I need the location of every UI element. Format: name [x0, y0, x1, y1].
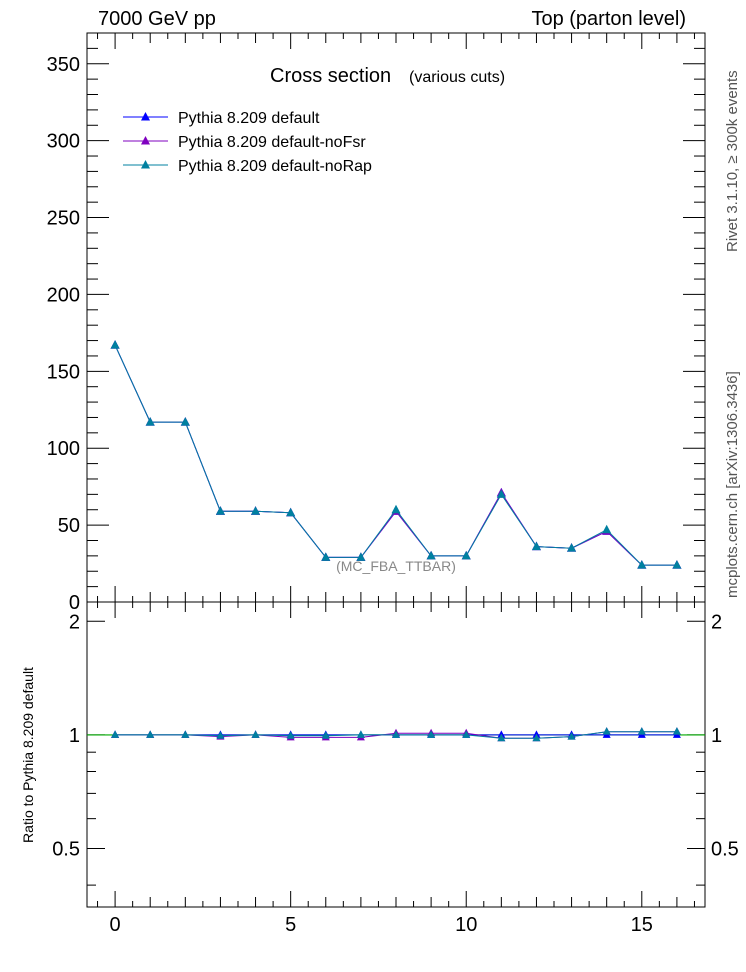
ratio-point-noRap [672, 727, 681, 735]
x-tick-label: 5 [285, 914, 296, 936]
data-point-noRap [531, 541, 541, 551]
x-tick-label: 0 [110, 914, 121, 936]
ratio-point-noRap [637, 727, 646, 735]
ratio-y-tick-label-right: 2 [711, 611, 722, 633]
data-point-noRap [461, 550, 471, 560]
ratio-plot: 0.5 0.5 1 1 2 2 0 5 10 15 [52, 601, 739, 936]
ratio-point-noRap [532, 733, 541, 742]
data-point-noRap [251, 506, 261, 515]
ratio-y-tick-label: 1 [69, 725, 80, 747]
ratio-y-tick-label-right: 0.5 [711, 839, 739, 861]
y-tick-label: 300 [47, 131, 80, 153]
data-point-noRap [321, 552, 331, 561]
ratio-y-tick-label-right: 1 [711, 725, 722, 747]
ratio-point-noRap [567, 732, 576, 740]
analysis-label: (MC_FBA_TTBAR) [336, 558, 456, 574]
ratio-point-noRap [602, 727, 611, 735]
data-point-noRap [145, 417, 155, 426]
y-tick-label: 200 [47, 284, 80, 306]
data-point-noRap [356, 552, 366, 561]
ratio-point-noRap [286, 731, 295, 739]
series-line-default [114, 344, 677, 566]
data-point-noRap [215, 506, 225, 515]
ratio-axis-label: Ratio to Pythia 8.209 default [20, 667, 36, 843]
header-collision-label: 7000 GeV pp [98, 8, 216, 30]
data-point-noRap [602, 524, 612, 534]
data-point-noRap [672, 560, 682, 569]
chart-subtitle: (various cuts) [409, 69, 505, 86]
ratio-y-tick-label: 0.5 [52, 839, 80, 861]
y-tick-label: 250 [47, 208, 80, 230]
y-tick-label: 100 [47, 438, 80, 460]
data-point-noRap [180, 417, 190, 426]
ratio-point-noRap [321, 731, 330, 739]
ratio-point-noRap [356, 730, 365, 738]
ratio-frame [86, 601, 706, 908]
legend-label-default: Pythia 8.209 default [178, 110, 320, 127]
legend-marker-noRap [141, 160, 150, 169]
chart-title: Cross section [270, 65, 391, 87]
y-tick-label: 0 [69, 592, 80, 614]
legend-label-noRap: Pythia 8.209 default-noRap [178, 158, 372, 175]
data-point-noRap [286, 507, 296, 517]
data-point-noRap [391, 504, 401, 514]
data-point-noRap [426, 550, 436, 560]
data-point-noRap [637, 560, 647, 569]
y-tick-label: 50 [58, 515, 80, 537]
y-tick-label: 150 [47, 361, 80, 383]
ratio-point-noRap [216, 731, 225, 739]
cross-section-plot: 0 50 100 150 200 250 300 350 Pythia 8.209 defaul… [47, 32, 706, 614]
legend-marker-noFsr [141, 136, 150, 145]
series-line-noRap [114, 344, 677, 566]
y-tick-label: 350 [47, 54, 80, 76]
ratio-y-tick-label: 2 [69, 611, 80, 633]
data-point-noRap [110, 340, 120, 349]
header-process-label: Top (parton level) [531, 8, 686, 30]
ratio-point-noRap [462, 730, 471, 738]
x-tick-label: 15 [631, 914, 653, 936]
ratio-point-noRap [181, 730, 190, 738]
ratio-point-noRap [111, 730, 120, 738]
data-point-noRap [567, 543, 577, 552]
ratio-point-noRap [497, 733, 506, 742]
legend-label-noFsr: Pythia 8.209 default-noFsr [178, 134, 366, 151]
ratio-point-noRap [427, 730, 436, 738]
x-tick-label: 10 [455, 914, 477, 936]
series-line-noFsr [114, 344, 677, 566]
ratio-point-noRap [251, 730, 260, 738]
legend-marker-default [141, 112, 150, 121]
ratio-point-noRap [392, 730, 400, 738]
ratio-point-noRap [146, 730, 155, 738]
data-point-noRap [496, 489, 506, 498]
